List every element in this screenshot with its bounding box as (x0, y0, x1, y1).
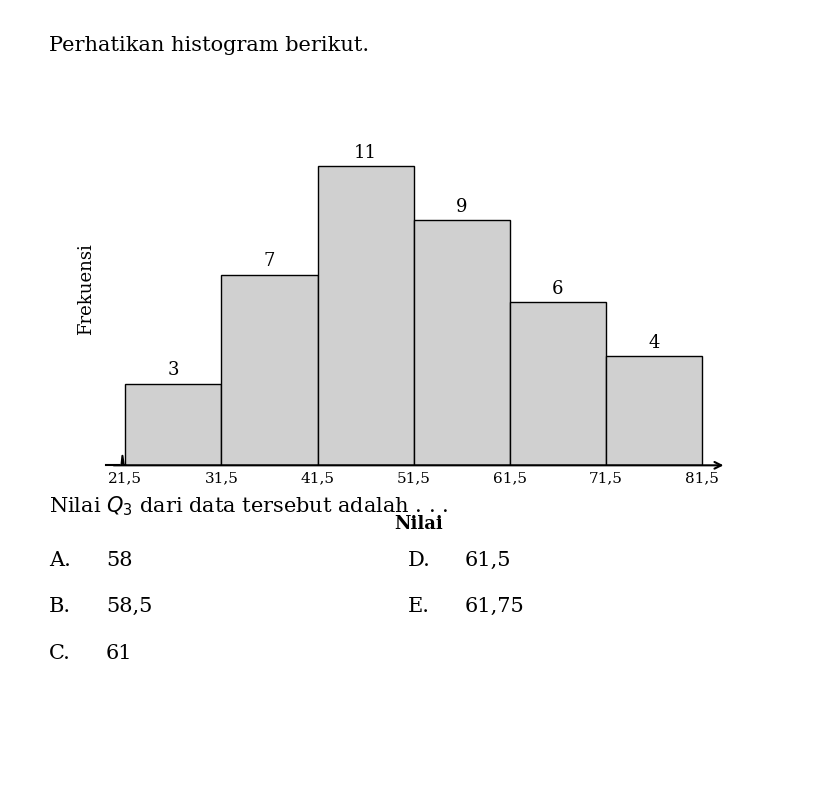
Text: 3: 3 (167, 361, 180, 379)
Text: 7: 7 (264, 252, 275, 270)
Text: A.: A. (49, 550, 71, 569)
Text: 61,5: 61,5 (465, 550, 512, 569)
Text: 58,5: 58,5 (106, 597, 153, 616)
Y-axis label: Frekuensi: Frekuensi (77, 243, 95, 335)
Text: 58: 58 (106, 550, 132, 569)
Text: D.: D. (408, 550, 431, 569)
Text: 61,75: 61,75 (465, 597, 525, 616)
Bar (126, 384, 221, 466)
Text: B.: B. (49, 597, 71, 616)
Text: 11: 11 (354, 144, 377, 161)
Text: 4: 4 (649, 333, 660, 352)
Text: Nilai $Q_3$ dari data tersebut adalah . . .: Nilai $Q_3$ dari data tersebut adalah . … (49, 494, 448, 517)
Text: E.: E. (408, 597, 430, 616)
Text: 9: 9 (456, 198, 468, 216)
Text: Perhatikan histogram berikut.: Perhatikan histogram berikut. (49, 36, 369, 55)
Bar (510, 303, 606, 466)
Bar (317, 167, 414, 466)
Bar (606, 357, 703, 466)
Bar (414, 221, 510, 466)
Bar (221, 275, 317, 466)
Text: Nilai: Nilai (394, 515, 443, 532)
Text: 6: 6 (552, 279, 564, 297)
Text: 61: 61 (106, 643, 133, 662)
Text: C.: C. (49, 643, 71, 662)
